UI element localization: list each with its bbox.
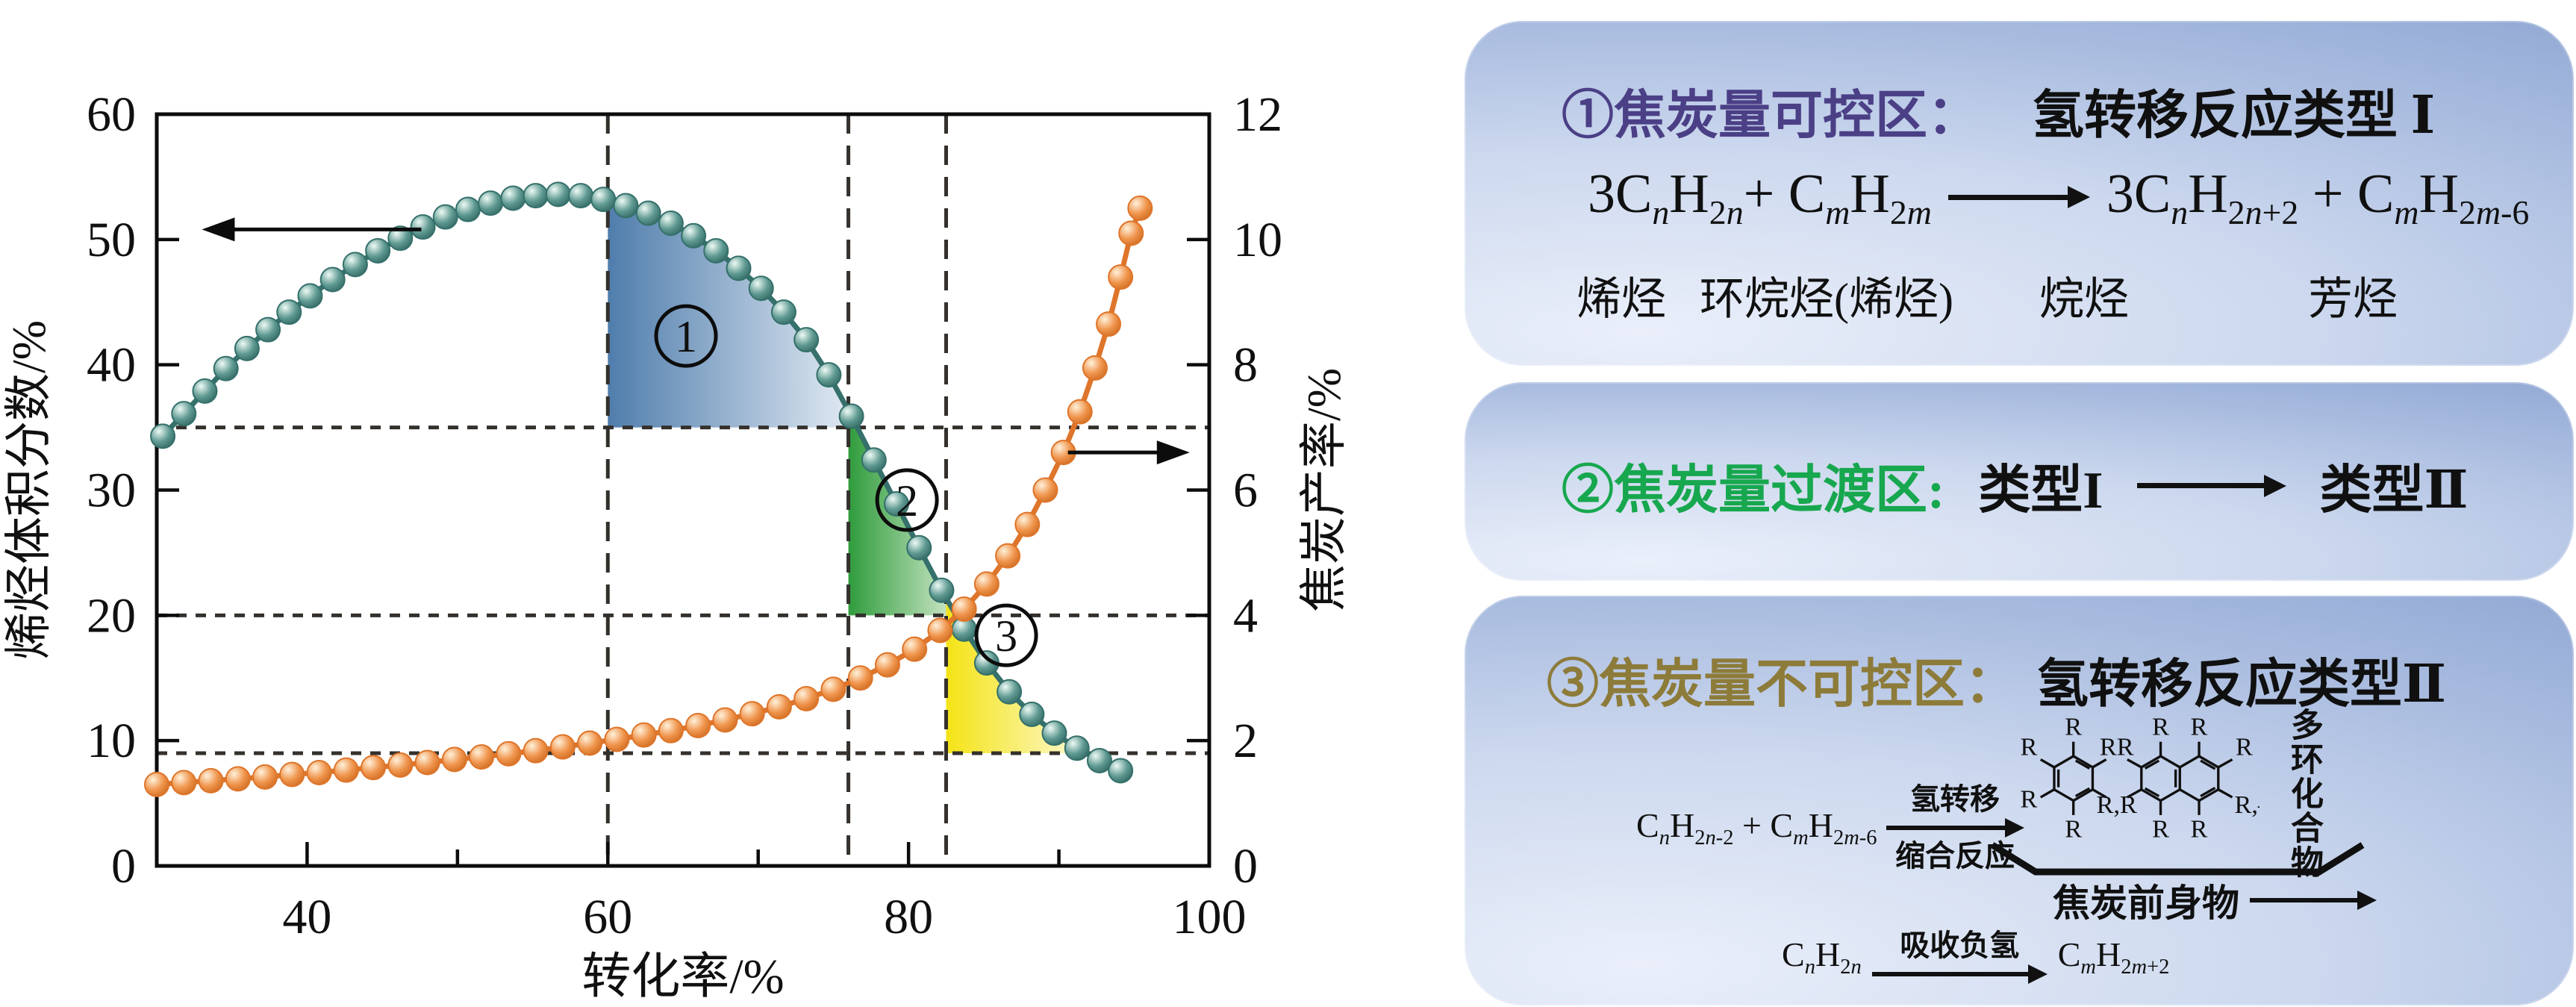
- svg-text:40: 40: [87, 338, 136, 393]
- panel2-region-label: ②焦炭量过渡区:: [1562, 462, 1945, 520]
- svg-text:50: 50: [87, 213, 136, 267]
- r-label: R: [2065, 713, 2082, 741]
- right-axis-arrow-icon: [1067, 440, 1190, 465]
- r-comma-r-label: R,R: [2097, 791, 2137, 819]
- panel3-reaction: CnH2n-2 + CmH2m-6 氢转移 缩合反应: [1636, 784, 2024, 872]
- svg-text:6: 6: [1233, 464, 1258, 518]
- panel-coke-controllable-zone: ①焦炭量可控区： 氢转移反应类型 Ⅰ 3CnH2n+ CmH2m 3CnH2n+…: [1465, 21, 2574, 366]
- species-cycloalkane: 环烷烃(烯烃): [1700, 275, 1953, 324]
- svg-text:80: 80: [884, 890, 933, 944]
- svg-text:60: 60: [87, 87, 136, 142]
- svg-text:20: 20: [87, 588, 136, 643]
- aromatic-structures: R R R R RR R,R R R R R,– R R: [2021, 713, 2260, 844]
- bottom-product: CmH2m+2: [2057, 935, 2170, 979]
- panel1-species: 烯烃 环烷烃(烯烃) 烷烃 芳烃: [1577, 263, 2398, 328]
- panel3-title: ③焦炭量不可控区： 氢转移反应类型Ⅱ: [1547, 642, 2446, 717]
- panel-coke-transition-zone: ②焦炭量过渡区: 类型I 类型Ⅱ: [1465, 382, 2574, 581]
- left-axis-arrow-icon: [202, 217, 422, 242]
- r-label: R: [2152, 713, 2169, 741]
- panel2-type-to: 类型Ⅱ: [2319, 462, 2469, 520]
- species-olefin: 烯烃: [1577, 275, 1666, 324]
- svg-text:0: 0: [1233, 839, 1258, 894]
- panel2-arrow-icon: [2136, 475, 2286, 497]
- coke-precursor-row: 焦炭前身物: [2053, 873, 2377, 927]
- svg-text:3: 3: [995, 611, 1017, 661]
- panel1-reaction-type: 氢转移反应类型 Ⅰ: [2032, 87, 2436, 145]
- species-alkane: 烷烃: [2039, 275, 2129, 324]
- panel3-region-label: ③焦炭量不可控区：: [1547, 656, 2017, 714]
- panel3-reaction-type: 氢转移反应类型Ⅱ: [2036, 656, 2446, 714]
- region-label-2: 2: [875, 468, 939, 532]
- bottom-reactant: CnH2n: [1782, 935, 1862, 979]
- r-label: R: [2190, 713, 2207, 741]
- svg-text:100: 100: [1173, 890, 1247, 944]
- svg-text:2: 2: [1233, 714, 1258, 768]
- svg-text:4: 4: [1233, 588, 1258, 643]
- left-axis-title: 烯烃体积分数/%: [2, 320, 55, 660]
- panel1-title: ①焦炭量可控区： 氢转移反应类型 Ⅰ: [1562, 73, 2435, 149]
- reaction2-reactants: CnH2n-2 + CmH2m-6: [1636, 805, 1877, 850]
- species-aromatic: 芳烃: [2307, 275, 2398, 324]
- svg-text:0: 0: [111, 839, 136, 894]
- r-label: R: [2021, 785, 2037, 813]
- olefin-curve: [150, 181, 1134, 784]
- arrow-top-label: 氢转移: [1910, 782, 2000, 816]
- svg-text:30: 30: [87, 464, 136, 518]
- coke-curve: [144, 195, 1153, 797]
- r-label: R: [2152, 815, 2169, 844]
- reaction1-left: 3CnH2n+ CmH2m: [1588, 163, 1932, 231]
- conversion-chart: 40 60 80 1000102030405060024681012123转化率/%烯…: [2, 87, 1350, 1004]
- svg-text:40: 40: [282, 890, 331, 944]
- svg-text:10: 10: [1233, 213, 1282, 267]
- rr-label: RR: [2100, 733, 2134, 761]
- arrow-top-label: 吸收负氢: [1900, 929, 2020, 962]
- r-label: R: [2236, 733, 2253, 761]
- svg-text:2: 2: [896, 476, 918, 526]
- svg-text:60: 60: [583, 890, 632, 944]
- svg-text:1: 1: [675, 312, 697, 361]
- svg-text:8: 8: [1233, 338, 1258, 393]
- region-label-3: 3: [974, 603, 1038, 667]
- svg-text:12: 12: [1233, 87, 1282, 142]
- panel2-type-from: 类型I: [1978, 462, 2103, 520]
- underbrace: [1990, 842, 2365, 876]
- reaction2-arrow-icon: [1886, 818, 2024, 838]
- region-label-1: 1: [654, 304, 718, 368]
- panel2-content: ②焦炭量过渡区: 类型I 类型Ⅱ: [1562, 448, 2469, 523]
- reaction1-arrow-icon: [1947, 186, 2090, 208]
- x-axis-title: 转化率/%: [581, 950, 784, 1004]
- panel-coke-uncontrollable-zone: ③焦炭量不可控区： 氢转移反应类型Ⅱ CnH2n-2 + CmH2m-6 氢转移…: [1465, 596, 2574, 1006]
- reaction1-right: 3CnH2n+2 + CmH2m-6: [2106, 163, 2530, 231]
- r-label: R: [2021, 733, 2037, 761]
- hydride-absorption-arrow: 吸收负氢: [1871, 929, 2048, 984]
- svg-text:10: 10: [87, 714, 136, 768]
- panel1-reaction: 3CnH2n+ CmH2m 3CnH2n+2 + CmH2m-6: [1588, 163, 2529, 232]
- r-label: R: [2190, 815, 2207, 844]
- hydride-absorption-reaction: CnH2n 吸收负氢 CmH2m+2: [1782, 930, 2169, 984]
- shaded-region-2: [848, 411, 956, 616]
- shaded-region-3: [946, 598, 1086, 753]
- coke-precursor-label: 焦炭前身物: [2053, 882, 2239, 924]
- precursor-arrow-icon: [2250, 891, 2377, 910]
- panel1-region-label: ①焦炭量可控区：: [1562, 87, 1980, 145]
- bottom-arrow-icon: [1871, 964, 2048, 984]
- r-label: R: [2065, 815, 2082, 844]
- polycyclic-compound-label: 多环化合物: [2286, 708, 2322, 879]
- right-axis-title: 焦炭产率/%: [1297, 368, 1350, 612]
- r-dash-label: R,–: [2235, 791, 2260, 819]
- shaded-region-1: [608, 200, 858, 428]
